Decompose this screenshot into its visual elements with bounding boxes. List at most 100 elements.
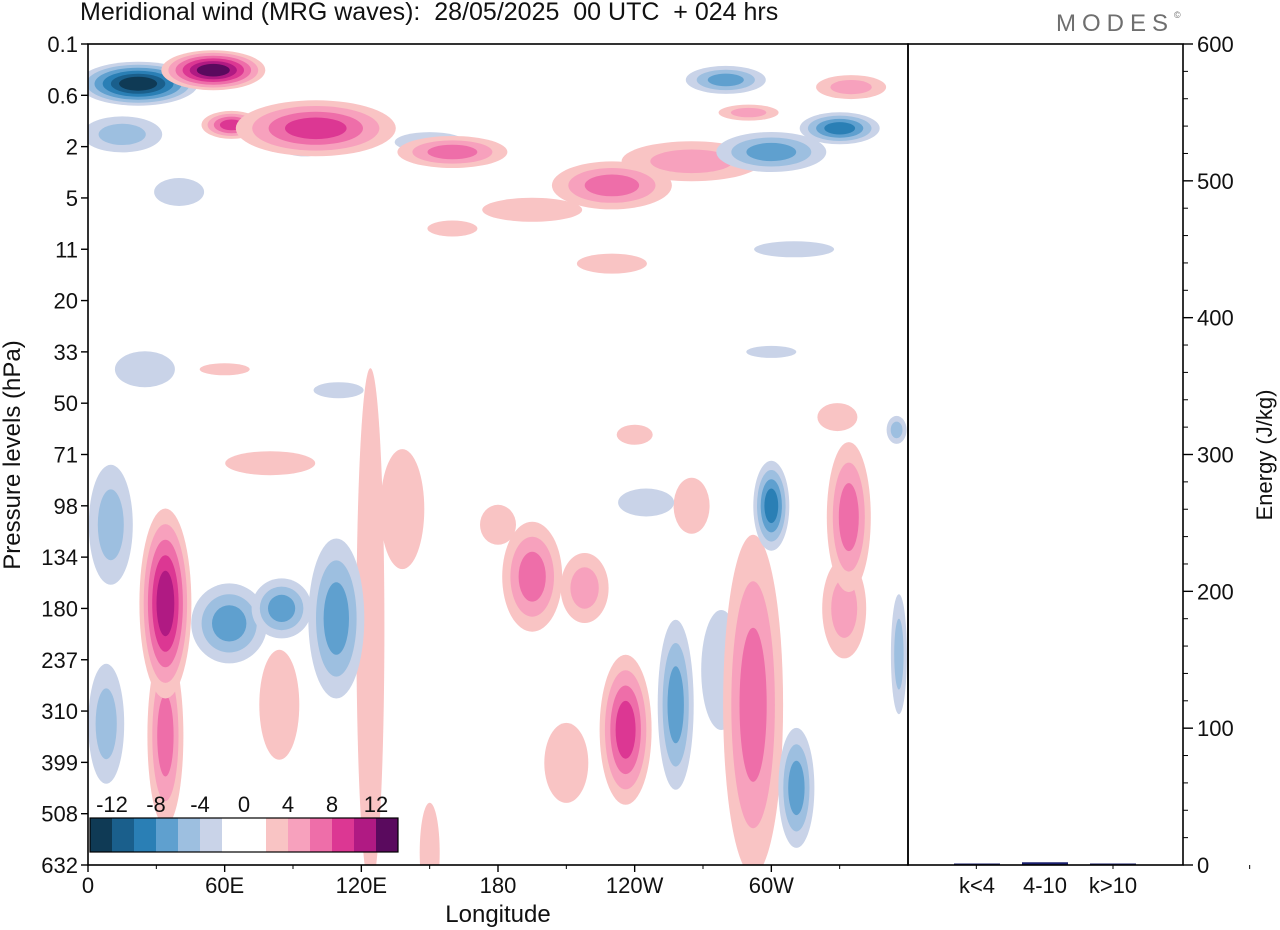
brand-logo: MODES©	[1056, 10, 1181, 38]
contour-band	[570, 567, 599, 609]
brand-name: MODES	[1056, 10, 1175, 37]
contour-band	[616, 424, 653, 445]
contour-band	[427, 220, 478, 237]
contour-band	[154, 178, 205, 206]
contour-band	[817, 403, 858, 432]
contour-band	[114, 351, 175, 388]
contour-band	[673, 477, 710, 534]
energy-tick-label: 500	[1197, 169, 1234, 194]
energy-tick-label: 600	[1197, 32, 1234, 57]
pressure-tick-label: 71	[54, 443, 78, 468]
contour-band	[419, 802, 440, 865]
contour-band	[838, 483, 859, 552]
longitude-tick-label: 120W	[606, 873, 664, 898]
contour-band	[313, 382, 364, 399]
longitude-tick-label: 180	[480, 873, 517, 898]
pressure-tick-label: 508	[41, 802, 78, 827]
colorbar-swatch	[288, 818, 310, 852]
contour-band	[618, 488, 675, 517]
energy-axis-title: Energy (J/kg)	[1252, 390, 1277, 521]
pressure-axis: 0.1 0.6 2 5 11 20 33 50 71 98 134 180 237 310 399 508 63…	[41, 32, 88, 878]
x-axis-title: Longitude	[445, 901, 550, 928]
contour-band	[576, 253, 647, 274]
contour-band	[212, 605, 247, 642]
pressure-tick-label: 50	[54, 391, 78, 416]
colorbar-swatch	[376, 818, 398, 852]
chart-title: Meridional wind (MRG waves): 28/05/2025 …	[80, 0, 779, 26]
contour-band	[119, 76, 158, 91]
longitude-tick-label: 120E	[336, 873, 387, 898]
energy-tick-label: 400	[1197, 306, 1234, 331]
pressure-tick-label: 0.1	[47, 32, 78, 57]
contour-band	[730, 107, 767, 118]
contour-band	[788, 760, 805, 816]
colorbar-frame	[89, 817, 399, 853]
pressure-tick-label: 98	[54, 494, 78, 519]
contour-band	[890, 421, 903, 439]
energy-frame	[907, 43, 1184, 866]
colorbar-swatch	[178, 818, 200, 852]
contour-band	[97, 489, 124, 561]
brand-mark: ©	[1174, 10, 1181, 20]
wavenumber-label: k<4	[959, 873, 995, 898]
contour-band	[754, 241, 835, 258]
colorbar-label: 4	[282, 792, 294, 817]
colorbar-swatch	[332, 818, 354, 852]
contour-band	[356, 368, 385, 865]
contour-band	[831, 578, 858, 638]
colorbar-swatch	[90, 818, 112, 852]
energy-axis: 0 100 200 300 400 500 600	[1183, 32, 1234, 878]
contour-band	[746, 142, 797, 162]
pressure-tick-label: 11	[55, 237, 78, 262]
pressure-tick-label: 632	[41, 853, 78, 878]
colorbar-swatch	[222, 818, 244, 852]
contour-band	[380, 449, 425, 570]
pressure-tick-label: 134	[41, 545, 78, 570]
energy-tick-label: 300	[1197, 443, 1234, 468]
colorbar-swatch	[112, 818, 134, 852]
colorbar-swatch	[354, 818, 376, 852]
colorbar-swatch	[200, 818, 222, 852]
contour-band	[480, 504, 516, 545]
heatmap-panel: 0.1 0.6 2 5 11 20 33 50 71 98 134 180 237 310 399 508 63…	[0, 32, 1251, 928]
contour-band	[156, 570, 175, 637]
pressure-tick-label: 20	[54, 289, 78, 314]
colorbar-label: 0	[238, 792, 250, 817]
colorbar-label: -12	[96, 792, 128, 817]
contour-band	[894, 618, 904, 690]
contour-band	[764, 488, 779, 524]
wavenumber-label: k>10	[1089, 873, 1137, 898]
y-axis-title: Pressure levels (hPa)	[0, 340, 26, 569]
colorbar-label: -4	[190, 792, 210, 817]
longitude-axis: 0 60E 120E 180 120W 60W	[82, 865, 1251, 898]
wavenumber-label: 4-10	[1023, 873, 1067, 898]
colorbar-swatch	[244, 818, 266, 852]
colorbar-label: -8	[146, 792, 166, 817]
energy-tick-label: 100	[1197, 716, 1234, 741]
energy-tick-label: 200	[1197, 579, 1234, 604]
contour-band	[323, 582, 349, 655]
energy-panel: 0 100 200 300 400 500 600 k<4 4-10 k>10 Energy (…	[907, 32, 1277, 898]
pressure-tick-label: 0.6	[47, 83, 78, 108]
colorbar-label: 8	[326, 792, 338, 817]
contour-band	[518, 551, 546, 602]
contour-band	[739, 627, 767, 782]
contour-band	[584, 174, 640, 197]
contour-band	[98, 123, 146, 145]
colorbar-swatch	[310, 818, 332, 852]
contour-band	[746, 345, 797, 358]
pressure-tick-label: 33	[54, 340, 78, 365]
colorbar-swatch	[134, 818, 156, 852]
wavenumber-labels: k<4 4-10 k>10	[959, 873, 1137, 898]
contour-band	[707, 73, 744, 87]
longitude-tick-label: 60W	[749, 873, 794, 898]
colorbar-swatch	[266, 818, 288, 852]
colorbar-label: 12	[364, 792, 388, 817]
wind-contours	[88, 50, 907, 865]
colorbar: -12 -8 -4 0 4 8 12	[89, 792, 399, 853]
pressure-tick-label: 399	[41, 750, 78, 775]
contour-band	[544, 722, 589, 803]
contour-band	[196, 63, 230, 77]
